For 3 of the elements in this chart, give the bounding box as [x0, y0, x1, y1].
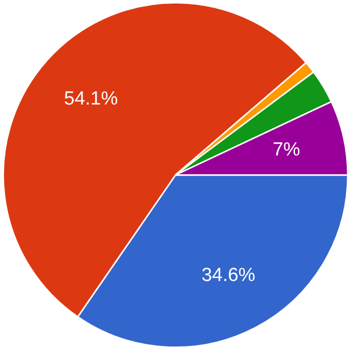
data-label: 34.6%: [201, 264, 256, 286]
data-label: 7%: [272, 139, 300, 160]
data-label: 54.1%: [64, 88, 118, 110]
